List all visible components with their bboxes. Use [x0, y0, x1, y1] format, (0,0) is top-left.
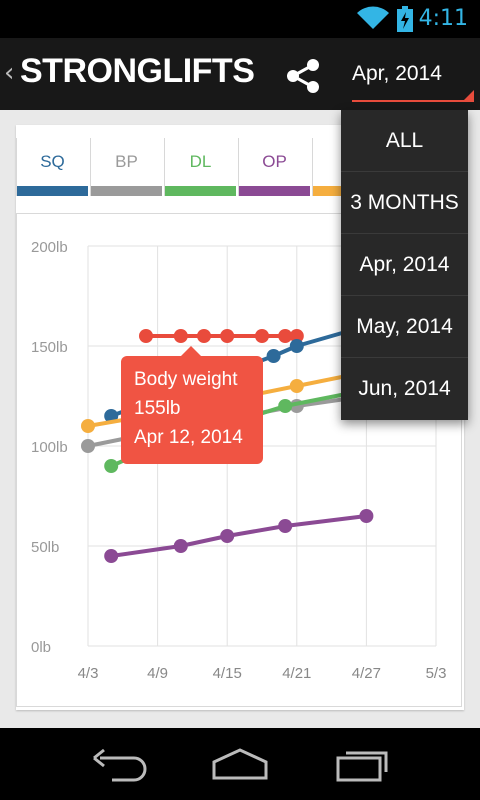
app-title[interactable]: STRONGLIFTS — [20, 52, 255, 90]
home-button[interactable] — [210, 744, 270, 789]
data-point-bp — [81, 439, 95, 453]
menu-item-jun-2014[interactable]: Jun, 2014 — [358, 377, 451, 400]
home-icon — [212, 748, 268, 780]
back-icon — [93, 748, 147, 782]
tab-bp[interactable]: BP — [90, 138, 162, 196]
wifi-icon — [357, 6, 389, 29]
y-tick-label: 100lb — [31, 439, 68, 456]
y-tick-label: 200lb — [31, 239, 68, 256]
data-point-op — [104, 549, 119, 563]
tab-label: SQ — [40, 152, 65, 171]
data-point-body-weight — [139, 329, 153, 343]
battery-charging-icon — [397, 6, 413, 32]
tab-sq[interactable]: SQ — [16, 138, 88, 196]
series-line-op — [110, 514, 367, 558]
data-point-body-weight — [289, 329, 304, 343]
data-point-tooltip: Body weight 155lb Apr 12, 2014 — [121, 356, 263, 464]
tab-label: OP — [262, 152, 287, 171]
share-icon — [287, 59, 319, 93]
data-point-op — [359, 509, 374, 523]
recents-icon — [336, 751, 388, 782]
tooltip-arrow — [181, 346, 201, 356]
navigation-bar — [0, 728, 480, 800]
y-tick-label: 0lb — [31, 639, 51, 656]
y-tick-label: 50lb — [31, 539, 59, 556]
tab-label: DL — [189, 152, 212, 171]
data-point-op — [173, 539, 188, 553]
data-point-dl — [104, 459, 119, 473]
x-tick-label: 4/9 — [147, 665, 168, 682]
period-spinner[interactable]: Apr, 2014 — [344, 52, 474, 104]
x-tick-label: 4/15 — [213, 665, 242, 682]
menu-item-may-2014[interactable]: May, 2014 — [341, 296, 468, 358]
period-spinner-label: Apr, 2014 — [352, 62, 442, 85]
y-tick-label: 150lb — [31, 339, 68, 356]
x-tick-label: 5/3 — [426, 665, 447, 682]
tooltip-date: Apr 12, 2014 — [134, 427, 243, 448]
action-bar: ‹ STRONGLIFTS Apr, 2014 — [0, 38, 480, 110]
period-dropdown-menu: ALL 3 MONTHS Apr, 2014 May, 2014 Jun, 20… — [341, 110, 468, 420]
data-point-op — [220, 529, 235, 543]
up-caret-icon[interactable]: ‹ — [4, 58, 15, 88]
tooltip-title: Body weight — [134, 369, 238, 390]
tab-dl[interactable]: DL — [164, 138, 236, 196]
tab-op[interactable]: OP — [238, 138, 310, 196]
recents-button[interactable] — [334, 744, 394, 789]
data-point-body-weight — [220, 329, 235, 343]
tab-label: BP — [115, 152, 138, 171]
data-point-sq — [289, 339, 304, 353]
data-point-body-weight — [255, 329, 269, 343]
data-point-body-weight — [197, 329, 211, 343]
x-tick-label: 4/21 — [282, 665, 311, 682]
tooltip-value: 155lb — [134, 398, 181, 419]
menu-item-apr-2014[interactable]: Apr, 2014 — [341, 234, 468, 296]
data-point-r — [81, 419, 95, 433]
data-point-body-weight — [173, 329, 188, 343]
tab-color-bar — [91, 186, 162, 196]
share-button[interactable] — [282, 54, 326, 98]
tab-color-bar — [239, 186, 310, 196]
data-point-r — [289, 379, 304, 393]
menu-item-3-months[interactable]: 3 MONTHS — [341, 172, 468, 234]
status-bar: 4:11 — [0, 0, 480, 38]
status-time: 4:11 — [418, 6, 468, 31]
exercise-tabs: SQ BP DL OP R — [16, 138, 386, 196]
x-tick-label: 4/27 — [352, 665, 381, 682]
data-point-dl — [278, 399, 293, 413]
tab-color-bar — [165, 186, 236, 196]
spinner-underline — [352, 100, 474, 102]
back-button[interactable] — [90, 744, 150, 789]
data-point-body-weight — [278, 329, 293, 343]
menu-item-all[interactable]: ALL — [341, 110, 468, 172]
spinner-corner-icon — [462, 90, 474, 102]
data-point-op — [278, 519, 293, 533]
data-point-sq — [266, 349, 281, 363]
tab-color-bar — [17, 186, 88, 196]
x-tick-label: 4/3 — [78, 665, 99, 682]
